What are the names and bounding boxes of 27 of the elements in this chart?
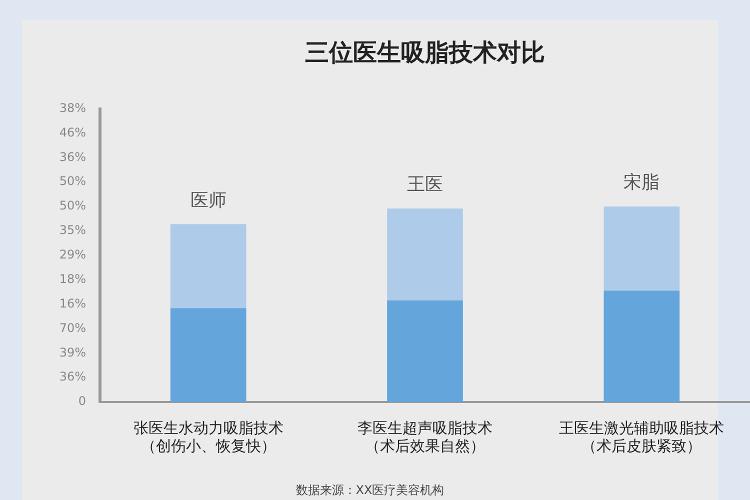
bar [170,224,246,308]
annotation: 宋脂 [624,172,660,194]
text: 38% [59,100,86,115]
text: 36% [59,370,86,384]
source-note: 数据来源：XX医疗美容机构 [296,483,444,498]
text: 18% [59,272,86,286]
x-tick-label: 李医生超声吸脂技术（术后效果自然） [358,418,492,455]
text: 50% [59,198,86,213]
annotation: 医师 [190,190,226,211]
bar [387,300,463,402]
bar [387,208,463,300]
text: 39% [59,345,86,360]
chart-title: 三位医生吸脂技术对比 [305,38,545,67]
text: 70% [59,320,86,335]
text: 46% [59,125,86,140]
text: 35% [59,223,86,238]
text: 36% [59,150,86,164]
bar [604,290,680,402]
annotation: 王医 [407,174,443,196]
text: 0 [78,394,86,408]
text: 50% [59,174,86,188]
text: 16% [59,296,86,310]
x-tick-label: 张医生水动力吸脂技术（创伤小、恢复快） [133,418,284,455]
text: 29% [59,248,86,262]
bar [604,206,680,291]
x-tick-label: 王医生激光辅助吸脂技术（术后皮肤紧致） [559,418,724,455]
bar [170,308,246,402]
